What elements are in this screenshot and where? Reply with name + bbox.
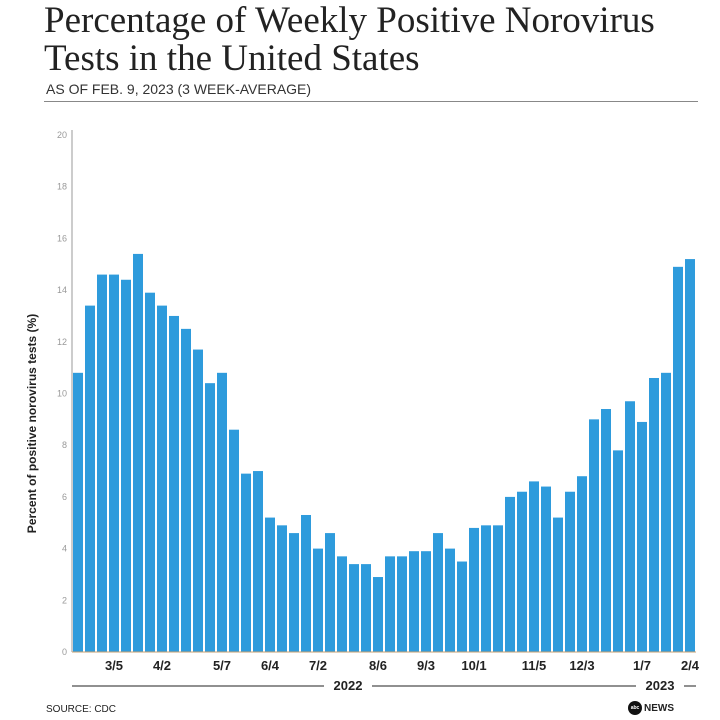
x-tick-label: 7/2 [309,658,327,673]
x-tick-label: 11/5 [522,658,547,673]
bar [85,305,95,652]
y-tick-label: 14 [57,285,67,295]
bar [289,533,299,652]
bar [553,517,563,652]
bar [589,419,599,652]
bar [325,533,335,652]
bar [253,471,263,652]
year-label: 2023 [646,678,675,693]
bar [193,349,203,652]
bar [313,548,323,652]
bar [517,491,527,652]
bar [493,525,503,652]
bar [169,315,179,652]
bar [205,383,215,652]
x-tick-label: 3/5 [105,658,123,673]
bar [133,253,143,652]
source-note: SOURCE: CDC [46,704,117,715]
y-tick-label: 6 [62,492,67,502]
bar [469,527,479,652]
bar [601,409,611,652]
bar [97,274,107,652]
bar-chart: 0 2 4 6 8 10 12 14 16 18 20 3/5 4/2 5/7 6/4 7/2 8/6 9/3 10… [25,130,700,693]
x-tick-label: 12/3 [569,658,594,673]
bar [217,372,227,652]
y-tick-label: 16 [57,233,67,243]
bar [301,514,311,652]
bar [649,377,659,652]
y-tick-label: 2 [62,595,67,605]
bar [685,259,695,652]
bar [637,421,647,652]
x-tick-label: 2/4 [681,658,700,673]
bar [181,328,191,652]
x-tick-label: 5/7 [213,658,231,673]
bar [421,551,431,652]
bar [673,266,683,652]
y-tick-label: 18 [57,182,67,192]
x-tick-label: 8/6 [369,658,387,673]
bar [445,548,455,652]
y-axis-title: Percent of positive norovirus tests (%) [25,314,39,533]
abc-news-logo: abc NEWS [628,701,674,715]
bar [361,564,371,652]
y-tick-label: 12 [57,337,67,347]
bar [157,305,167,652]
bar [505,496,515,652]
bar [277,525,287,652]
bar [229,429,239,652]
bar [109,274,119,652]
x-tick-label: 6/4 [261,658,280,673]
bar [265,517,275,652]
bar [577,476,587,652]
bar [661,372,671,652]
bar [145,292,155,652]
bar [565,491,575,652]
bar [241,473,251,652]
bar [385,556,395,652]
bar [373,577,383,652]
x-tick-label: 4/2 [153,658,171,673]
x-tick-label: 10/1 [461,658,486,673]
chart-title: Percentage of Weekly Positive Norovirus … [44,0,655,79]
y-tick-label: 0 [62,647,67,657]
bar [73,372,83,652]
x-tick-label: 1/7 [633,658,651,673]
bar [433,533,443,652]
title-divider [44,101,698,102]
bar [121,279,131,652]
y-tick-label: 8 [62,440,67,450]
y-tick-label: 20 [57,130,67,140]
y-tick-label: 4 [62,544,67,554]
year-label: 2022 [334,678,363,693]
bar [481,525,491,652]
chart-subtitle: AS OF FEB. 9, 2023 (3 WEEK-AVERAGE) [46,81,312,97]
y-tick-label: 10 [57,389,67,399]
x-tick-label: 9/3 [417,658,435,673]
bar [541,486,551,652]
bar [409,551,419,652]
bar [337,556,347,652]
bar [625,401,635,652]
bar [457,561,467,652]
bar [529,481,539,652]
bar [613,450,623,652]
bar [397,556,407,652]
bar [349,564,359,652]
